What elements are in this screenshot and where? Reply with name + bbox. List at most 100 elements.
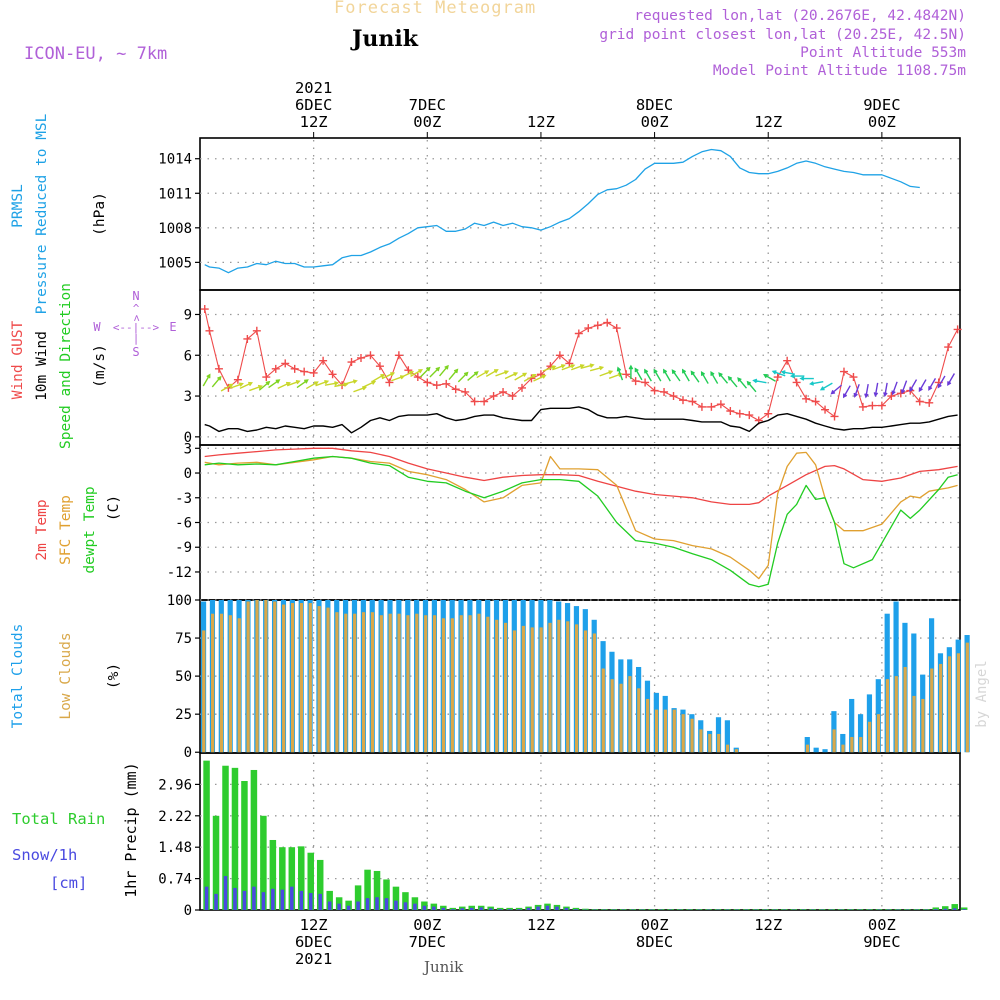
wind-direction-arrow: [947, 373, 956, 386]
time-label-top: 7DEC: [409, 96, 446, 114]
total-cloud-bar: [857, 714, 864, 753]
low-cloud-bar: [628, 676, 632, 753]
wind-direction-arrow: [842, 385, 851, 399]
wind-direction-arrow: [552, 364, 566, 371]
snow-bar: [299, 890, 304, 910]
gust-marker: [470, 397, 479, 406]
low-cloud-bar: [326, 607, 330, 753]
low-cloud-bar: [432, 615, 437, 753]
rain-bar: [383, 879, 390, 910]
gust-marker: [480, 397, 489, 406]
total-cloud-bar: [724, 720, 730, 753]
y-tick-label: 1014: [158, 152, 192, 168]
gust-marker: [404, 366, 413, 375]
low-cloud-bar: [939, 663, 943, 753]
pressure-ylabel: Pressure Reduced to MSL: [34, 113, 50, 314]
wind-direction-arrow: [362, 380, 377, 388]
snow-bar: [233, 887, 237, 910]
low-cloud-bar: [947, 656, 952, 753]
rain-bar: [326, 890, 333, 910]
low-cloud-bar: [717, 733, 721, 753]
gust-marker: [262, 373, 271, 382]
temperature-panel: 3 0 -3 -6 -9 -12: [167, 441, 961, 601]
low-cloud-bar: [379, 615, 383, 753]
gust-marker: [319, 356, 328, 365]
low-cloud-bar: [663, 709, 668, 753]
snow-bar: [318, 893, 322, 910]
rain-bar: [402, 892, 409, 910]
low-cloud-bar: [699, 729, 703, 753]
time-label-top: 8DEC: [636, 96, 673, 114]
y-tick-label: 0.74: [158, 872, 192, 888]
wind-direction-arrow: [571, 364, 585, 371]
snow-bar: [507, 909, 512, 910]
wind-direction-arrow: [372, 374, 386, 382]
low-cloud-bar: [583, 630, 588, 753]
snow-bar: [441, 907, 446, 910]
rain-bar: [942, 906, 949, 910]
gust-marker: [849, 373, 858, 382]
wind-direction-arrow: [353, 386, 368, 393]
snow-bar: [564, 907, 569, 910]
snow-bar: [460, 908, 465, 910]
gust-marker: [839, 367, 848, 376]
low-cloud-bar: [805, 744, 810, 753]
precip-panel: 0 0.74 1.48 2.22 2.96: [158, 752, 961, 919]
gust-marker: [205, 326, 214, 335]
gust-marker: [309, 368, 318, 377]
wind-direction-arrow: [230, 382, 244, 389]
temp-ylabel: dewpt Temp: [82, 486, 98, 573]
model-altitude: Model Point Altitude 1108.75m: [712, 63, 966, 79]
low-cloud-bar: [619, 683, 623, 753]
low-cloud-bar: [956, 653, 961, 753]
wind-direction-arrow: [789, 373, 805, 379]
y-tick-label: -9: [175, 540, 192, 556]
low-cloud-bar: [495, 619, 499, 753]
gust-marker: [802, 394, 811, 403]
rain-bar: [364, 869, 371, 910]
low-cloud-bar: [353, 613, 357, 753]
gust-marker: [328, 370, 337, 379]
snow-bar: [384, 898, 389, 910]
low-cloud-bar: [299, 603, 304, 753]
gust-marker: [555, 351, 564, 360]
temp-unit-label: (C): [106, 495, 122, 521]
rain-bar: [345, 900, 352, 910]
gust-marker: [660, 387, 669, 396]
low-cloud-bar: [344, 613, 348, 753]
precip-snow-unit: [cm]: [50, 874, 87, 892]
low-cloud-bar: [734, 749, 739, 753]
low-cloud-bar: [894, 676, 898, 753]
time-label-bottom: 6DEC: [295, 933, 332, 951]
gust-marker: [716, 400, 725, 409]
precip-snow-label: Snow/1h: [12, 846, 77, 864]
rain-bar: [307, 852, 314, 910]
snow-bar: [308, 893, 313, 910]
wind-direction-arrow: [900, 380, 908, 395]
rain-bar: [288, 847, 296, 910]
low-cloud-bar: [868, 721, 872, 753]
time-label-bottom: 00Z: [868, 916, 896, 934]
low-cloud-bar: [317, 606, 321, 753]
low-cloud-bar: [477, 613, 481, 753]
wind-direction-arrow: [853, 384, 860, 398]
gust-marker: [413, 373, 422, 382]
y-tick-label: 2.22: [158, 809, 192, 825]
wind-direction-arrow: [202, 373, 211, 387]
wind-direction-arrow: [671, 369, 681, 382]
y-tick-label: 75: [175, 631, 192, 647]
rain-bar: [421, 901, 428, 910]
wind-direction-arrow: [752, 378, 767, 384]
wind-direction-arrow: [476, 370, 490, 379]
low-cloud-bar: [512, 630, 517, 753]
y-tick-label: 1.48: [158, 840, 192, 856]
snow-bar: [271, 888, 275, 910]
wind-direction-arrow: [644, 368, 652, 382]
low-cloud-bar: [282, 604, 286, 753]
total-cloud-bar: [840, 733, 846, 753]
gust-marker: [243, 334, 252, 343]
rain-bar: [582, 908, 589, 910]
snow-bar: [943, 908, 948, 910]
gust-marker: [356, 353, 365, 362]
wind-direction-arrow: [315, 379, 330, 387]
